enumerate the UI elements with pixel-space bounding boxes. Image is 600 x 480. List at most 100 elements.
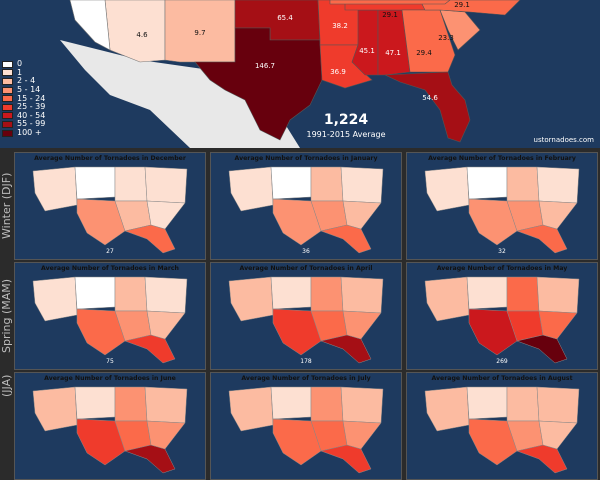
legend-label: 25 - 39 — [17, 102, 46, 112]
region-shape — [310, 166, 344, 202]
region-shape — [506, 166, 540, 202]
month-map — [32, 386, 188, 474]
panel-title: Average Number of Tornadoes in March — [41, 265, 179, 272]
main-map-canvas: 4.6 9.7 146.7 65.4 38.2 36.9 45.1 47.1 2… — [60, 0, 521, 148]
region-shape — [74, 166, 116, 200]
legend-label: 1 — [17, 67, 23, 77]
region-shape — [114, 276, 148, 312]
region-shape — [536, 386, 580, 424]
region-shape — [146, 420, 186, 450]
legend-label: 15 - 24 — [17, 93, 46, 103]
region-shape — [424, 276, 470, 322]
panel-title: Average Number of Tornadoes in August — [431, 375, 573, 382]
region-shape — [320, 444, 372, 474]
legend-item: 0 — [2, 60, 60, 69]
region-shape — [538, 310, 578, 340]
region-shape — [228, 166, 274, 212]
region-shape — [310, 386, 344, 422]
region-shape — [32, 276, 78, 322]
legend-swatch — [2, 86, 13, 94]
region-shape — [146, 310, 186, 340]
month-panel: Average Number of Tornadoes in February 3… — [406, 152, 598, 260]
month-panel: Average Number of Tornadoes in August — [406, 372, 598, 480]
region-shape — [144, 166, 188, 204]
region-shape — [74, 386, 116, 420]
label-fl: 54.6 — [422, 94, 438, 102]
month-map — [228, 166, 384, 254]
label-nm: 9.7 — [194, 29, 205, 37]
region-shape — [424, 386, 470, 432]
month-panel: Average Number of Tornadoes in June — [14, 372, 206, 480]
season-label-spring: Spring (MAM) — [0, 278, 13, 354]
legend-item: 25 - 39 — [2, 103, 60, 112]
panel-title: Average Number of Tornadoes in June — [44, 375, 176, 382]
legend-swatch — [2, 120, 13, 128]
panel-total: 178 — [300, 358, 312, 365]
region-shape — [114, 166, 148, 202]
region-shape — [228, 276, 274, 322]
state-fl — [384, 71, 471, 143]
legend-swatch — [2, 77, 13, 85]
month-panel: Average Number of Tornadoes in May 269 — [406, 262, 598, 370]
legend-label: 0 — [17, 59, 23, 69]
month-panel: Average Number of Tornadoes in December 2… — [14, 152, 206, 260]
legend-item: 55 - 99 — [2, 120, 60, 129]
region-shape — [228, 386, 274, 432]
region-shape — [466, 276, 508, 310]
region-shape — [270, 166, 312, 200]
season-label-summer: (JJA) — [0, 374, 13, 398]
region-shape — [466, 386, 508, 420]
region-shape — [144, 276, 188, 314]
region-shape — [340, 166, 384, 204]
region-shape — [536, 276, 580, 314]
region-shape — [32, 166, 78, 212]
label-ga: 29.4 — [416, 49, 432, 57]
region-shape — [74, 276, 116, 310]
month-map — [424, 166, 580, 254]
panel-title: Average Number of Tornadoes in July — [241, 375, 371, 382]
legend-item: 15 - 24 — [2, 94, 60, 103]
panel-total: 36 — [302, 248, 310, 255]
month-panel: Average Number of Tornadoes in April 178 — [210, 262, 402, 370]
legend-swatch — [2, 69, 13, 77]
state-tx — [194, 27, 323, 141]
label-ar: 38.2 — [332, 22, 348, 30]
region-shape — [342, 310, 382, 340]
legend-label: 55 - 99 — [17, 119, 46, 129]
state-ca — [69, 0, 111, 51]
legend-item: 2 - 4 — [2, 77, 60, 86]
site-credit: ustornadoes.com — [533, 136, 594, 144]
region-shape — [32, 386, 78, 432]
label-az: 4.6 — [136, 31, 148, 39]
label-ms: 45.1 — [359, 47, 375, 55]
legend-swatch — [2, 112, 13, 120]
month-map — [32, 166, 188, 254]
label-tx: 146.7 — [255, 62, 275, 70]
region-shape — [424, 166, 470, 212]
panel-title: Average Number of Tornadoes in January — [234, 155, 378, 162]
month-map — [424, 386, 580, 474]
label-la: 36.9 — [330, 68, 346, 76]
region-shape — [124, 444, 176, 474]
panel-title: Average Number of Tornadoes in May — [436, 265, 568, 272]
panel-total: 269 — [496, 358, 508, 365]
region-shape — [506, 276, 540, 312]
label-nc: 29.1 — [454, 1, 470, 9]
region-shape — [342, 200, 382, 230]
legend-label: 2 - 4 — [17, 76, 36, 86]
legend-item: 5 - 14 — [2, 86, 60, 95]
season-label-winter: Winter (DJF) — [0, 172, 13, 240]
month-map — [228, 276, 384, 364]
region-shape — [466, 166, 508, 200]
region-shape — [538, 420, 578, 450]
month-panel: Average Number of Tornadoes in January 36 — [210, 152, 402, 260]
panel-total: 27 — [106, 248, 114, 255]
region-shape — [536, 166, 580, 204]
legend-item: 40 - 54 — [2, 111, 60, 121]
region-shape — [538, 200, 578, 230]
region-shape — [270, 386, 312, 420]
label-ok: 65.4 — [277, 14, 293, 22]
region-shape — [506, 386, 540, 422]
annual-tornado-map: 4.6 9.7 146.7 65.4 38.2 36.9 45.1 47.1 2… — [0, 0, 600, 148]
